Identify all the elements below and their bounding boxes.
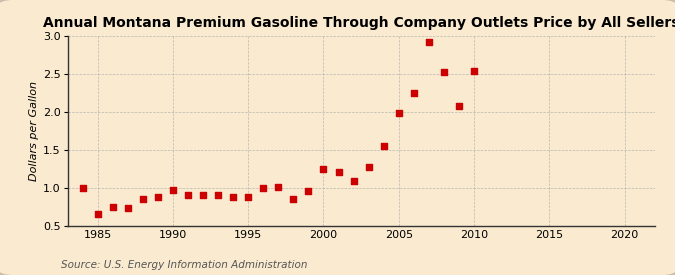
Point (363, 165, 374, 169)
Point (243, 194, 254, 199)
Point (394, 111, 404, 116)
Point (182, 193, 193, 197)
Title: Annual Montana Premium Gasoline Through Company Outlets Price by All Sellers: Annual Montana Premium Gasoline Through … (43, 16, 675, 31)
Point (153, 194, 163, 199)
Point (273, 185, 284, 189)
Point (258, 185, 269, 190)
Point (348, 179, 359, 184)
Point (439, 70, 450, 74)
Point (318, 166, 329, 171)
Point (77, 185, 88, 190)
Point (167, 188, 178, 192)
Point (333, 170, 344, 175)
Point (138, 197, 148, 201)
Point (107, 204, 118, 209)
Point (198, 193, 209, 197)
Point (423, 40, 434, 44)
Point (454, 103, 464, 108)
Point (408, 90, 419, 95)
Point (468, 68, 479, 73)
Y-axis label: Dollars per Gallon: Dollars per Gallon (28, 81, 38, 181)
Point (378, 144, 389, 148)
Point (122, 206, 133, 210)
Point (227, 194, 238, 199)
Point (213, 193, 223, 197)
Point (92, 212, 103, 216)
Point (303, 188, 314, 193)
Text: Source: U.S. Energy Information Administration: Source: U.S. Energy Information Administ… (61, 260, 307, 270)
Point (288, 197, 299, 201)
